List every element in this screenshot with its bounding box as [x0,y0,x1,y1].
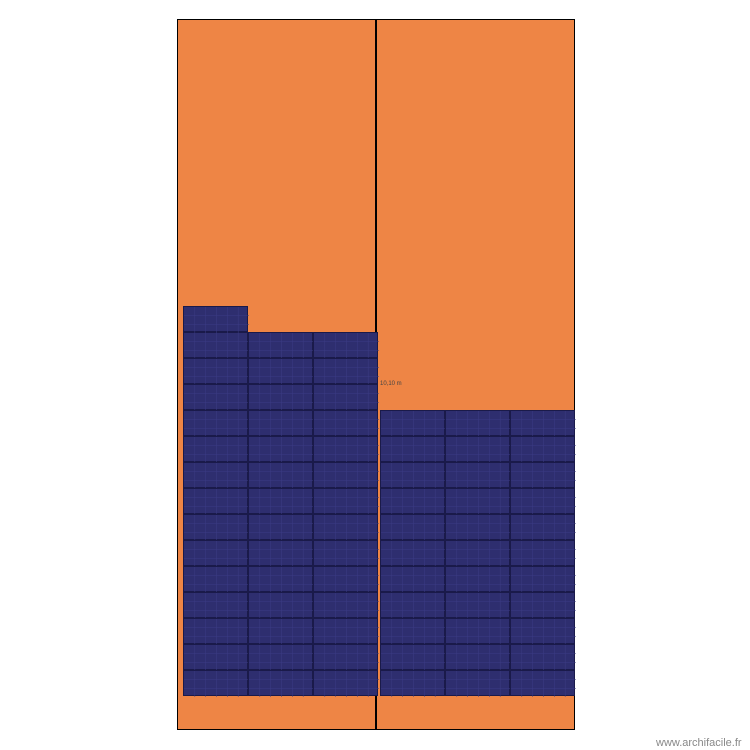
solar-panel [380,514,445,540]
solar-panel [183,592,248,618]
solar-panel [380,462,445,488]
solar-panel [445,592,510,618]
solar-panel [183,410,248,436]
solar-panel [380,670,445,696]
solar-panel [183,566,248,592]
solar-panel [183,540,248,566]
solar-panel [248,384,313,410]
solar-panel [313,540,378,566]
solar-panel [183,306,248,332]
solar-panel [445,618,510,644]
solar-panel [510,592,575,618]
watermark-text: www.archifacile.fr [656,737,742,749]
solar-panel [313,644,378,670]
dimension-label: 10,10 m [380,381,402,387]
solar-panel [313,566,378,592]
solar-panel [248,358,313,384]
solar-panel [313,592,378,618]
solar-panel [313,670,378,696]
solar-panel [510,618,575,644]
solar-panel [183,332,248,358]
solar-panel [248,670,313,696]
solar-panel [380,436,445,462]
solar-panel [248,566,313,592]
solar-panel [510,436,575,462]
solar-panel [445,540,510,566]
solar-panel [183,462,248,488]
solar-panel [313,358,378,384]
solar-panel [380,592,445,618]
solar-panel [248,462,313,488]
solar-panel [183,384,248,410]
solar-panel [183,618,248,644]
solar-panel [445,488,510,514]
solar-panel [248,514,313,540]
solar-panel [380,618,445,644]
solar-panel [510,540,575,566]
solar-panel [445,566,510,592]
solar-panel [248,332,313,358]
solar-panel [510,514,575,540]
solar-panel [380,644,445,670]
solar-panel [183,514,248,540]
solar-panel [183,436,248,462]
solar-panel [313,436,378,462]
solar-panel [313,618,378,644]
solar-panel [313,514,378,540]
solar-panel [510,462,575,488]
solar-panel [183,644,248,670]
solar-panel [510,566,575,592]
solar-panel [445,670,510,696]
solar-panel [510,670,575,696]
solar-panel [313,410,378,436]
solar-panel [510,410,575,436]
solar-panel [248,488,313,514]
solar-panel [380,566,445,592]
solar-panel [380,410,445,436]
solar-panel [445,514,510,540]
solar-panel [445,436,510,462]
solar-panel [380,488,445,514]
solar-panel [313,462,378,488]
solar-panel [313,332,378,358]
solar-panel [445,462,510,488]
solar-panel [380,540,445,566]
solar-panel [445,410,510,436]
solar-panel [183,358,248,384]
solar-panel [248,436,313,462]
solar-panel [313,488,378,514]
solar-panel [445,644,510,670]
solar-panel [248,644,313,670]
solar-panel [183,488,248,514]
solar-panel [248,618,313,644]
solar-panel [248,410,313,436]
solar-panel [313,384,378,410]
plan-canvas: 10,10 m [0,0,750,750]
solar-panel [510,488,575,514]
solar-panel [510,644,575,670]
solar-panel [248,540,313,566]
solar-panel [183,670,248,696]
solar-panel [248,592,313,618]
